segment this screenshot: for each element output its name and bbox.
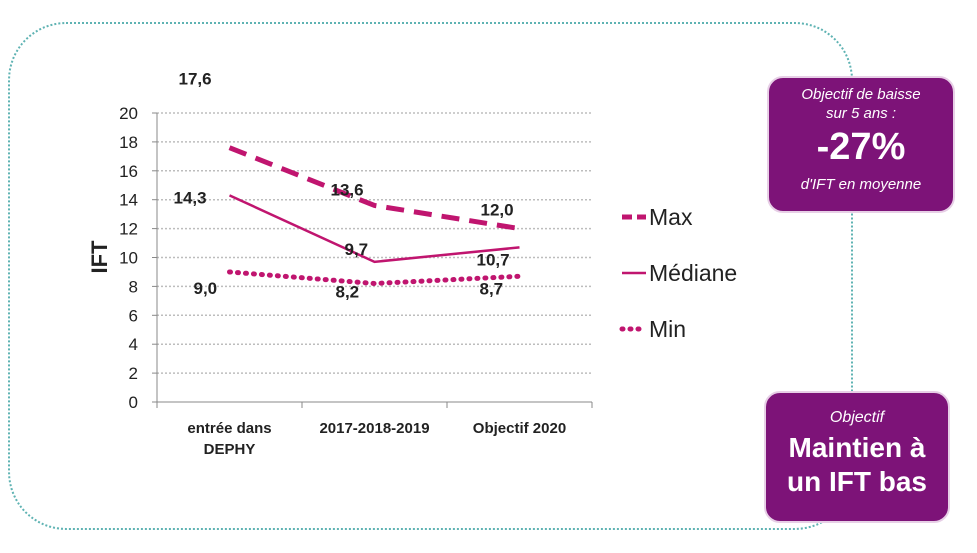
data-label: 13,6 — [331, 180, 364, 199]
axes — [152, 112, 593, 408]
objective-top: Objectif — [829, 409, 885, 426]
rounded-frame — [8, 22, 853, 530]
y-tick-label: 2 — [129, 364, 138, 383]
reduction-target-box: Objectif de baisse sur 5 ans : -27% d'IF… — [767, 76, 955, 213]
legend-label: Médiane — [649, 260, 737, 286]
legend-label: Min — [649, 316, 686, 342]
data-label: 8,2 — [336, 283, 360, 302]
data-label: 9,0 — [194, 279, 218, 298]
x-category-labels: entrée dans DEPHY 2017-2018-2019 Objectif 2… — [187, 420, 566, 458]
x-category-label: Objectif 2020 — [473, 420, 566, 437]
data-label: 17,6 — [179, 70, 212, 89]
y-tick-label: 4 — [129, 335, 138, 354]
reduction-top-line1: Objectif de baisse — [801, 86, 921, 103]
y-tick-labels: 0 2 4 6 8 10 12 14 16 18 20 — [119, 104, 138, 412]
y-tick-label: 20 — [119, 104, 138, 123]
series-line-médiane — [228, 194, 520, 264]
data-label: 12,0 — [481, 201, 514, 220]
series-lines — [227, 145, 522, 287]
legend-label: Max — [649, 204, 693, 230]
gridlines — [157, 112, 592, 374]
legend: Max Médiane Min — [619, 204, 737, 342]
reduction-bottom: d'IFT en moyenne — [800, 176, 922, 193]
series-line-max — [228, 145, 520, 232]
y-tick-label: 8 — [129, 277, 138, 296]
reduction-value: -27% — [816, 126, 906, 168]
x-category-label: DEPHY — [204, 441, 256, 458]
y-tick-label: 14 — [119, 191, 138, 210]
objective-line1: Maintien à — [788, 432, 926, 463]
reduction-top-line2: sur 5 ans : — [825, 105, 897, 122]
y-tick-label: 10 — [119, 249, 138, 268]
data-label: 10,7 — [477, 250, 510, 269]
y-tick-label: 12 — [119, 220, 138, 239]
data-label: 8,7 — [480, 279, 504, 298]
series-line-min — [227, 269, 522, 287]
y-tick-label: 0 — [129, 393, 138, 412]
y-axis-label: IFT — [87, 240, 112, 274]
objective-line2: un IFT bas — [787, 466, 927, 497]
x-category-label: entrée dans — [187, 420, 271, 437]
y-tick-label: 16 — [119, 162, 138, 181]
y-tick-label: 18 — [119, 133, 138, 152]
data-label: 14,3 — [174, 188, 207, 207]
data-label: 9,7 — [345, 240, 369, 259]
data-labels: 17,6 13,6 12,0 14,3 9,7 10,7 9,0 8,2 8,7 — [174, 70, 514, 302]
y-tick-label: 6 — [129, 306, 138, 325]
x-category-label: 2017-2018-2019 — [319, 420, 429, 437]
objective-box: Objectif Maintien à un IFT bas — [764, 391, 950, 523]
